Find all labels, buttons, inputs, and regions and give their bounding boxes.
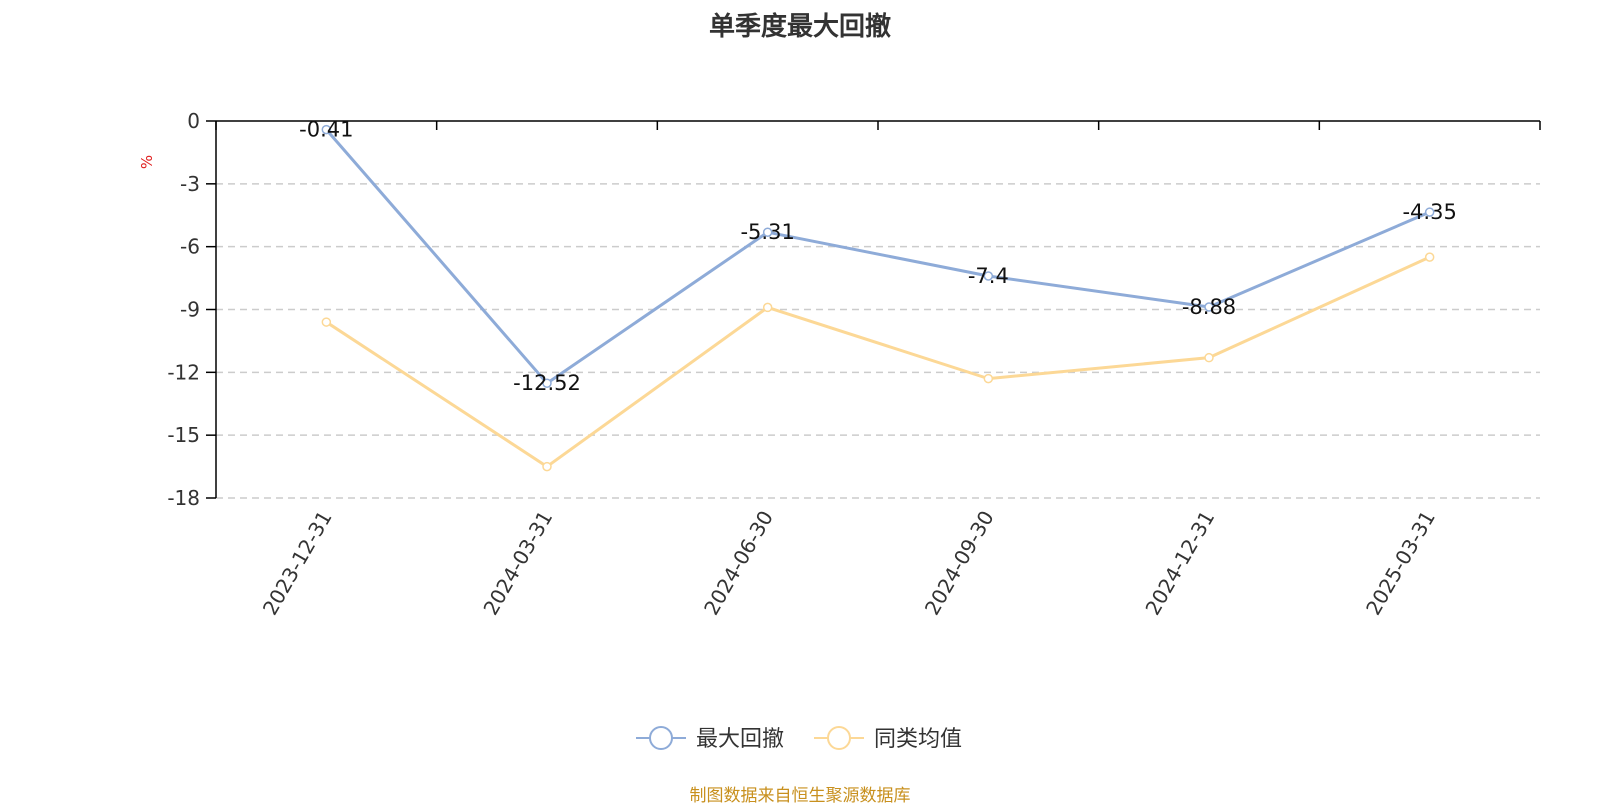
gridlines	[216, 183, 1540, 499]
y-tick-label: -12	[167, 360, 200, 384]
series-line	[325, 128, 1431, 385]
data-label: -12.52	[513, 371, 581, 395]
x-tick-label: 2024-12-31	[1140, 507, 1219, 620]
y-tick-label: 0	[187, 109, 200, 133]
data-point	[321, 317, 332, 327]
x-tick-label: 2025-03-31	[1361, 507, 1440, 620]
data-label: -4.35	[1402, 200, 1456, 224]
legend-swatch-marker	[649, 726, 673, 750]
source-note: 制图数据来自恒生聚源数据库	[689, 786, 911, 806]
data-label: -8.88	[1182, 295, 1236, 319]
data-point	[1424, 207, 1435, 217]
data-label: -0.41	[299, 118, 353, 142]
chart-title: 单季度最大回撤	[708, 12, 891, 42]
data-point	[983, 271, 994, 281]
data-label: -5.31	[740, 220, 794, 244]
axes: 0 -3 -6 -9 -12 -15 -18% 2023-12-31 2024-03-31 202…	[138, 109, 1541, 620]
x-tick-label: 2024-09-30	[920, 506, 999, 619]
y-tick-label: -9	[180, 298, 200, 322]
data-point	[542, 378, 552, 388]
x-tick-label: 2024-03-31	[478, 507, 557, 620]
data-point	[321, 124, 332, 135]
data-point	[983, 373, 994, 384]
data-point	[1204, 352, 1214, 363]
legend: 最大回撤 同类均值	[636, 726, 962, 752]
data-point	[542, 461, 552, 472]
legend-label: 同类均值	[874, 727, 962, 752]
data-point	[762, 227, 773, 237]
legend-label: 最大回撤	[696, 727, 784, 752]
data-label: -7.4	[968, 264, 1009, 288]
data-point	[1204, 302, 1214, 312]
series-lines	[321, 124, 1435, 472]
series-line	[325, 255, 1431, 469]
y-tick-label: -3	[180, 172, 200, 196]
data-point	[762, 302, 773, 313]
y-tick-label: -6	[180, 235, 200, 259]
y-axis-unit-label: %	[138, 155, 156, 169]
data-labels: -0.41 -12.52 -5.31 -7.4 -8.88 -4.35	[299, 118, 1457, 396]
y-tick-label: -18	[167, 486, 200, 510]
legend-swatch-marker	[827, 726, 851, 750]
data-point	[1424, 252, 1435, 262]
x-tick-label: 2024-06-30	[699, 507, 778, 620]
x-tick-label: 2023-12-31	[258, 507, 337, 620]
y-tick-label: -15	[167, 423, 200, 447]
